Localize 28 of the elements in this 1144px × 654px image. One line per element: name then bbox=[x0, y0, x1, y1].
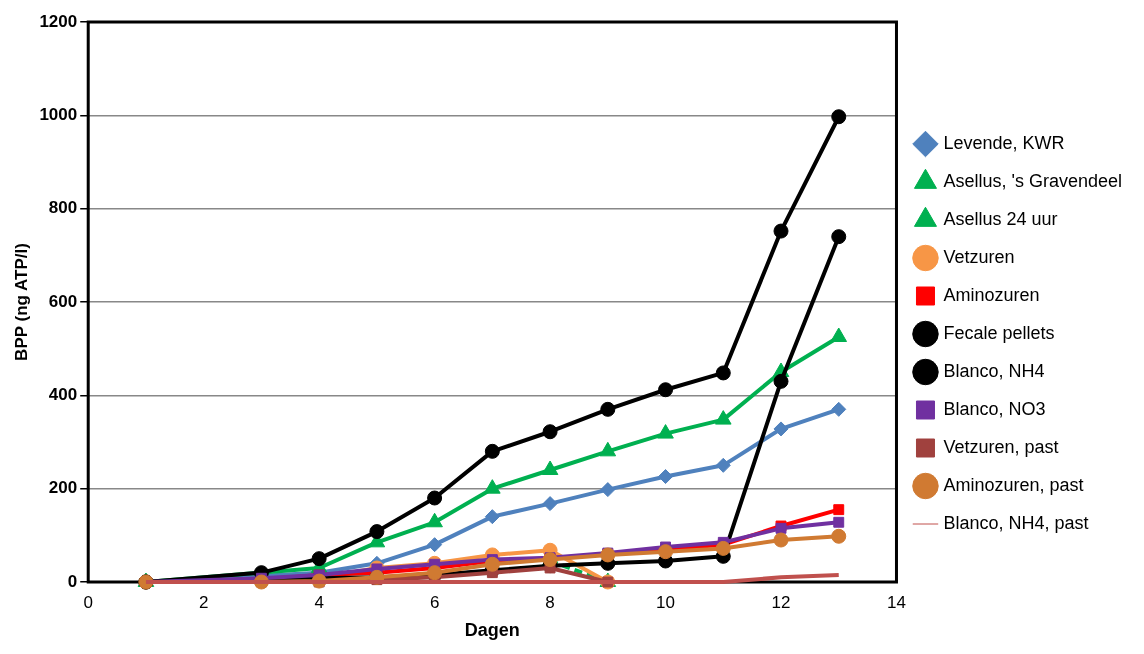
y-tick-label: 200 bbox=[48, 478, 78, 498]
legend-label: Asellus, 's Gravendeel bbox=[943, 170, 1123, 191]
legend-label: Blanco, NO3 bbox=[943, 398, 1046, 419]
x-tick-label: 6 bbox=[429, 592, 440, 612]
legend-label: Fecale pellets bbox=[943, 322, 1055, 343]
x-tick-label: 14 bbox=[887, 592, 906, 612]
x-tick-label: 10 bbox=[656, 592, 676, 612]
legend-label: Levende, KWR bbox=[943, 132, 1065, 153]
y-tick-label: 600 bbox=[48, 291, 78, 311]
x-tick-label: 0 bbox=[83, 592, 93, 612]
legend-label: Blanco, NH4, past bbox=[943, 512, 1089, 533]
legend-label: Vetzuren bbox=[943, 246, 1015, 267]
legend-label: Blanco, NH4 bbox=[943, 360, 1045, 381]
legend-label: Vetzuren, past bbox=[943, 436, 1059, 457]
legend-label: Asellus 24 uur bbox=[943, 208, 1058, 229]
y-tick-label: 0 bbox=[67, 571, 78, 591]
y-tick-label: 800 bbox=[48, 198, 78, 218]
x-tick-label: 4 bbox=[314, 592, 324, 612]
y-axis-title: BPP (ng ATP/l) bbox=[11, 243, 31, 361]
y-tick-label: 400 bbox=[48, 385, 78, 405]
x-tick-label: 8 bbox=[545, 592, 555, 612]
x-tick-label: 2 bbox=[198, 592, 209, 612]
legend-label: Aminozuren, past bbox=[943, 474, 1084, 495]
y-tick-label: 1200 bbox=[39, 11, 78, 31]
x-tick-label: 12 bbox=[771, 592, 791, 612]
x-axis-title: Dagen bbox=[464, 620, 520, 641]
legend-label: Aminozuren bbox=[943, 284, 1040, 305]
y-tick-label: 1000 bbox=[39, 105, 78, 125]
